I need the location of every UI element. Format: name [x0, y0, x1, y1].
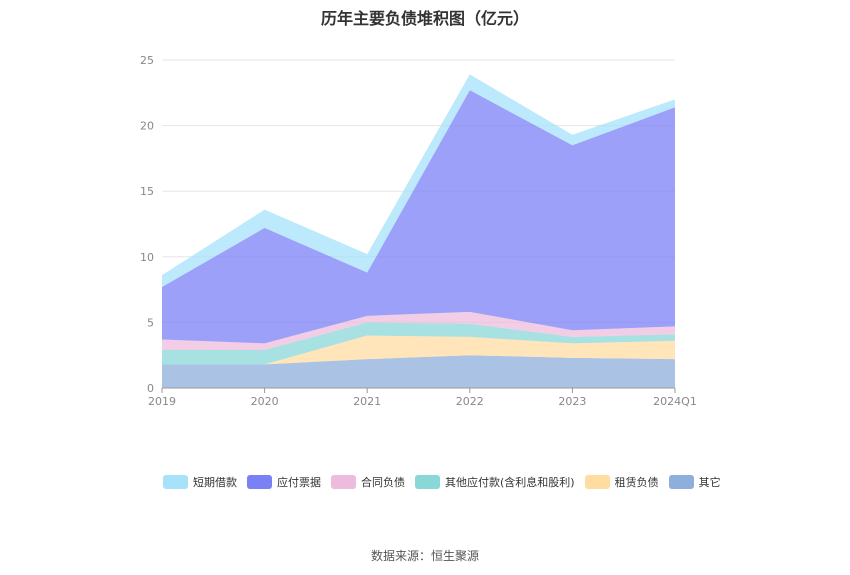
y-tick-label: 25 — [140, 54, 154, 67]
legend-swatch — [415, 474, 440, 489]
legend-item[interactable]: 短期借款 — [163, 473, 237, 490]
area-series — [162, 74, 675, 287]
x-tick-label: 2020 — [251, 395, 279, 408]
y-tick-label: 5 — [147, 316, 154, 329]
y-tick-label: 15 — [140, 185, 154, 198]
legend-swatch — [163, 474, 188, 489]
legend-item[interactable]: 合同负债 — [331, 473, 405, 490]
area-series — [162, 90, 675, 344]
x-tick-label: 2022 — [456, 395, 484, 408]
area-series-layer — [162, 74, 675, 388]
legend-item[interactable]: 其它 — [668, 473, 721, 490]
chart-legend: 短期借款 应付票据 合同负债 其他应付款(含利息和股利) 租赁负债 其它 — [163, 473, 723, 490]
legend-label: 租赁负债 — [614, 475, 659, 489]
legend-swatch — [247, 474, 272, 489]
legend-item[interactable]: 其他应付款(含利息和股利) — [415, 473, 575, 490]
legend-label: 其他应付款(含利息和股利) — [445, 475, 575, 489]
x-tick-label: 2019 — [148, 395, 176, 408]
area-series — [162, 335, 675, 365]
x-tick-label: 2024Q1 — [653, 395, 697, 408]
axes: 0 5 10 15 20 25 2019 2020 2021 2022 2023 2024Q1 — [140, 54, 697, 408]
source-note: 数据来源：恒生聚源 — [370, 549, 479, 563]
legend-item[interactable]: 应付票据 — [247, 473, 321, 490]
legend-item[interactable]: 租赁负债 — [584, 473, 659, 490]
x-tick-label: 2023 — [558, 395, 586, 408]
legend-swatch — [584, 474, 610, 489]
chart-title: 历年主要负债堆积图（亿元） — [320, 9, 529, 28]
legend-swatch — [668, 474, 694, 489]
area-series — [162, 322, 675, 365]
y-tick-label: 0 — [147, 382, 154, 395]
legend-label: 应付票据 — [277, 475, 321, 489]
area-series — [162, 355, 675, 388]
x-tick-label: 2021 — [353, 395, 381, 408]
y-tick-label: 20 — [140, 120, 154, 133]
legend-swatch — [331, 474, 356, 489]
legend-label: 合同负债 — [361, 475, 405, 489]
area-series — [162, 311, 675, 350]
legend-label: 其它 — [698, 475, 721, 489]
y-tick-label: 10 — [140, 251, 154, 264]
legend-label: 短期借款 — [193, 475, 237, 489]
